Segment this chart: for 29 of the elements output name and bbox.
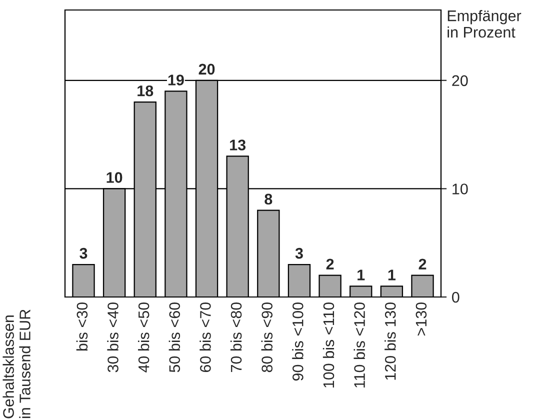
x-tick-label: 110 bis <120	[354, 302, 365, 388]
data-label: 3	[295, 248, 303, 259]
y-tick-label: 10	[452, 184, 468, 194]
x-tick-label: 80 bis <90	[261, 302, 273, 372]
data-label: 13	[230, 140, 246, 150]
text: Gehaltsklassen in Tausend EUR	[2, 310, 30, 418]
y-axis-title: Empfänger in Prozent	[448, 10, 522, 38]
x-tick-label: 30 bis <40	[107, 302, 118, 372]
data-label: 1	[358, 270, 365, 280]
x-tick-label: 60 bis <70	[200, 302, 211, 372]
data-label: 8	[264, 194, 272, 205]
x-tick-label: bis <30	[76, 302, 88, 351]
x-tick-label: 120 bis 130	[384, 302, 396, 380]
data-label: 10	[106, 172, 122, 183]
data-label: 1	[388, 270, 396, 280]
data-label: 3	[80, 248, 88, 259]
data-label: 18	[138, 85, 154, 96]
data-label: 2	[326, 258, 334, 270]
data-label: 2	[418, 258, 426, 270]
y-tick-label: 20	[452, 75, 468, 86]
data-label: 19	[168, 74, 184, 86]
x-tick-label: 40 bis <50	[138, 302, 150, 372]
x-tick-label: >130	[416, 302, 427, 336]
x-tick-label: 70 bis <80	[230, 302, 242, 372]
data-label: 20	[198, 64, 215, 75]
x-tick-label: 90 bis <100	[292, 302, 304, 381]
x-tick-label: 100 bis <110	[322, 302, 334, 388]
y-tick-label: 0	[452, 292, 460, 303]
x-tick-label: 50 bis <60	[168, 302, 180, 372]
